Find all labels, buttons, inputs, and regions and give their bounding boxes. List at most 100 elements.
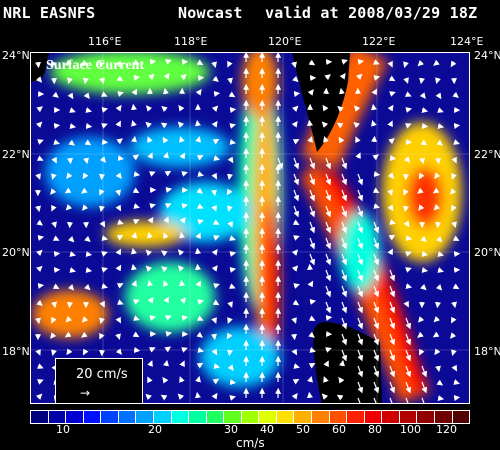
current-vector bbox=[419, 92, 426, 99]
current-vector bbox=[179, 152, 185, 160]
current-vector bbox=[53, 122, 61, 129]
current-vector bbox=[132, 187, 140, 194]
current-vector bbox=[211, 120, 218, 128]
current-vector bbox=[115, 248, 122, 256]
colorbar-label-80: 80 bbox=[368, 423, 382, 436]
current-vector bbox=[433, 204, 440, 211]
current-vector bbox=[37, 379, 44, 385]
current-vector bbox=[419, 77, 425, 85]
current-vector bbox=[211, 105, 219, 112]
current-vector bbox=[145, 265, 153, 272]
current-vector bbox=[292, 219, 300, 225]
current-vector bbox=[341, 205, 348, 218]
current-vector bbox=[357, 365, 364, 378]
current-vector bbox=[99, 156, 106, 163]
current-vector bbox=[196, 187, 203, 194]
current-vector bbox=[353, 121, 360, 129]
current-vector bbox=[371, 103, 377, 111]
current-vector bbox=[67, 77, 73, 84]
current-vector bbox=[163, 73, 170, 80]
current-vector bbox=[115, 316, 121, 324]
current-vector bbox=[389, 155, 397, 162]
current-vector bbox=[67, 157, 74, 165]
colorbar-cell bbox=[48, 411, 67, 423]
colorbar-label-60: 60 bbox=[332, 423, 346, 436]
current-vector bbox=[452, 235, 460, 241]
current-vector bbox=[211, 249, 218, 256]
current-vector bbox=[195, 119, 201, 127]
current-vector bbox=[148, 73, 155, 81]
current-vector bbox=[418, 172, 425, 180]
current-vector bbox=[325, 205, 332, 218]
current-vector bbox=[355, 152, 361, 159]
current-vector bbox=[36, 265, 43, 273]
lat-label-24-left: 24°N bbox=[2, 49, 30, 62]
current-vector bbox=[291, 265, 299, 272]
current-vector bbox=[435, 92, 442, 100]
current-vector bbox=[436, 379, 444, 386]
current-vector bbox=[181, 203, 189, 209]
current-vector bbox=[83, 77, 89, 85]
current-vector bbox=[309, 205, 316, 218]
current-vector bbox=[64, 187, 72, 194]
current-vector bbox=[293, 157, 300, 170]
current-vector bbox=[115, 264, 122, 272]
current-vector bbox=[309, 299, 317, 305]
current-vector bbox=[338, 376, 345, 384]
current-vector bbox=[403, 156, 411, 163]
current-vector bbox=[371, 88, 377, 96]
current-vector bbox=[197, 219, 204, 225]
current-vector bbox=[405, 365, 412, 378]
lat-label-24-right: 24°N bbox=[474, 49, 500, 62]
current-vector bbox=[341, 285, 348, 298]
current-vector bbox=[450, 188, 457, 195]
current-vector bbox=[291, 317, 297, 324]
current-vector bbox=[403, 220, 410, 228]
current-vector bbox=[65, 316, 72, 323]
current-vector bbox=[100, 91, 108, 97]
current-vector bbox=[82, 172, 89, 180]
current-vector bbox=[85, 123, 93, 130]
current-vector bbox=[354, 105, 361, 112]
current-vector bbox=[133, 171, 141, 177]
current-vector bbox=[213, 235, 220, 241]
current-vector bbox=[403, 205, 409, 213]
current-vector bbox=[322, 104, 329, 112]
current-vector bbox=[405, 381, 412, 394]
current-vector bbox=[36, 249, 43, 257]
current-vector bbox=[51, 156, 57, 164]
current-vector bbox=[387, 104, 394, 112]
current-vector bbox=[149, 171, 156, 177]
current-vector bbox=[405, 267, 412, 273]
current-vector bbox=[433, 59, 440, 66]
current-vector bbox=[309, 173, 316, 186]
colorbar-cell bbox=[259, 411, 277, 423]
current-vector bbox=[389, 333, 396, 346]
current-vector bbox=[115, 61, 121, 68]
current-vector bbox=[373, 75, 381, 81]
current-vector bbox=[389, 381, 396, 394]
current-vector bbox=[357, 269, 364, 282]
current-vector bbox=[213, 155, 220, 161]
current-vector bbox=[421, 365, 428, 378]
current-vector bbox=[357, 333, 364, 346]
current-vector bbox=[213, 91, 221, 97]
current-vector bbox=[405, 317, 412, 330]
current-vector bbox=[101, 251, 108, 257]
current-vector bbox=[437, 267, 444, 273]
current-vector bbox=[389, 219, 396, 225]
current-vector bbox=[417, 60, 424, 67]
current-vector bbox=[405, 333, 412, 346]
colorbar-cell bbox=[399, 411, 418, 423]
current-vector bbox=[213, 283, 220, 289]
current-vector bbox=[36, 121, 43, 128]
current-vector bbox=[213, 363, 221, 369]
current-vector bbox=[177, 393, 184, 400]
current-vector bbox=[291, 393, 298, 400]
current-vector bbox=[179, 360, 185, 368]
current-vector bbox=[357, 59, 365, 65]
current-vector bbox=[116, 283, 124, 289]
current-vector bbox=[36, 106, 43, 113]
lat-label-22-right: 22°N bbox=[474, 148, 500, 161]
current-vector bbox=[51, 173, 57, 180]
